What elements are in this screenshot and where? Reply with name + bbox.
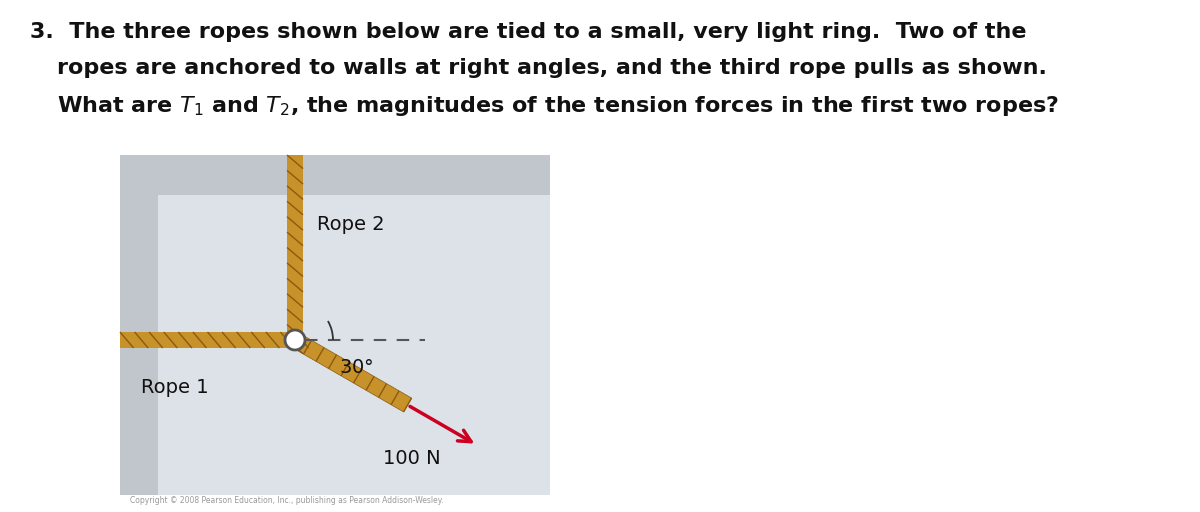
Bar bbox=[120, 332, 295, 348]
Text: Rope 2: Rope 2 bbox=[317, 216, 385, 234]
Circle shape bbox=[286, 330, 305, 350]
Polygon shape bbox=[292, 333, 412, 412]
Bar bbox=[120, 155, 550, 195]
Text: ropes are anchored to walls at right angles, and the third rope pulls as shown.: ropes are anchored to walls at right ang… bbox=[58, 58, 1046, 78]
Bar bbox=[120, 155, 295, 495]
Text: What are $T_1$ and $T_2$, the magnitudes of the tension forces in the first two : What are $T_1$ and $T_2$, the magnitudes… bbox=[58, 94, 1058, 118]
Text: Copyright © 2008 Pearson Education, Inc., publishing as Pearson Addison-Wesley.: Copyright © 2008 Pearson Education, Inc.… bbox=[130, 496, 444, 505]
Bar bbox=[287, 155, 302, 340]
Text: $30°$: $30°$ bbox=[340, 358, 373, 377]
Bar bbox=[158, 195, 550, 495]
Text: 100 N: 100 N bbox=[383, 449, 440, 468]
Text: 3.  The three ropes shown below are tied to a small, very light ring.  Two of th: 3. The three ropes shown below are tied … bbox=[30, 22, 1026, 42]
Text: Rope 1: Rope 1 bbox=[142, 378, 209, 397]
